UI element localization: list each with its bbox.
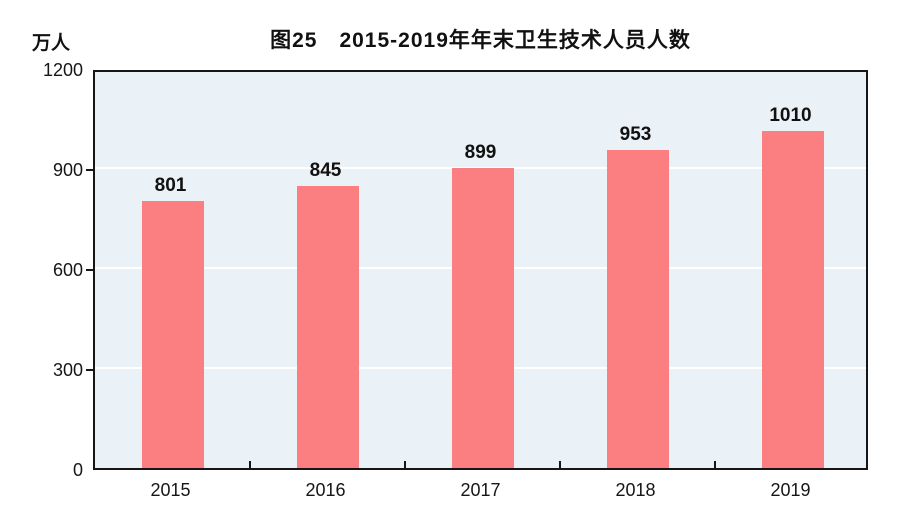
bar: [606, 150, 669, 468]
x-axis-tick-mark: [714, 461, 716, 468]
bar-value-label: 801: [154, 175, 187, 196]
bar: [141, 201, 204, 468]
bar: [296, 186, 359, 468]
x-axis-tick-mark: [404, 461, 406, 468]
x-axis-tick-mark: [559, 461, 561, 468]
bar-value-label: 899: [464, 142, 497, 164]
gridline: [95, 167, 866, 169]
y-axis-unit-label: 万人: [32, 33, 71, 54]
y-axis-label: 600: [52, 260, 83, 280]
y-axis-label: 0: [72, 460, 83, 480]
bar: [451, 168, 514, 468]
y-axis-label: 1200: [42, 60, 83, 80]
x-axis-label: 2018: [615, 480, 656, 500]
x-axis-label: 2019: [770, 480, 811, 500]
y-axis-label: 300: [52, 360, 83, 380]
bar: [761, 131, 824, 468]
x-axis-tick-mark: [249, 461, 251, 468]
bar-value-label: 1010: [769, 105, 812, 127]
y-axis-tick-mark: [86, 269, 93, 271]
y-axis-tick-mark: [86, 369, 93, 371]
bar-value-label: 953: [619, 124, 652, 146]
bar-value-label: 845: [309, 160, 342, 182]
x-axis-label: 2015: [150, 480, 191, 500]
y-axis-label: 900: [52, 160, 83, 180]
y-axis-tick-mark: [86, 169, 93, 171]
chart-title: 图25 2015-2019年年末卫生技术人员人数: [270, 29, 691, 52]
x-axis-label: 2017: [460, 480, 501, 500]
plot-area: [93, 70, 868, 470]
x-axis-label: 2016: [305, 480, 346, 500]
